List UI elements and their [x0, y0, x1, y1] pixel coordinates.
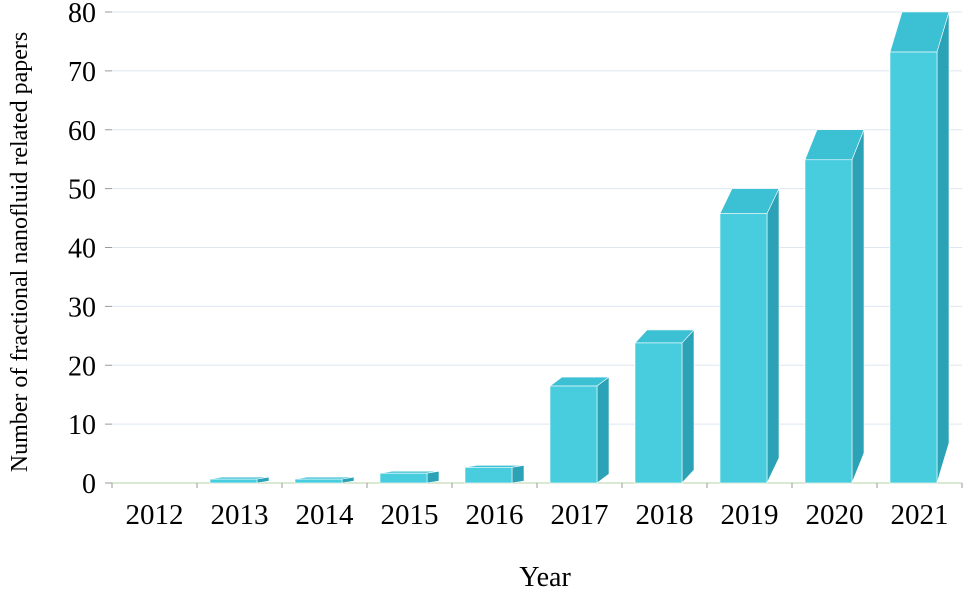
bar-side — [851, 129, 865, 484]
bar-front — [889, 51, 938, 484]
x-tick-label: 2012 — [126, 499, 184, 531]
y-tick-label: 20 — [68, 351, 96, 382]
bar-front — [209, 478, 258, 484]
y-tick-label: 60 — [68, 116, 96, 147]
x-tick-label: 2014 — [296, 499, 355, 531]
bar-side — [426, 470, 440, 484]
bar-front — [804, 159, 853, 484]
bar-front — [464, 467, 513, 484]
y-tick-label: 70 — [68, 57, 96, 88]
y-tick-label: 50 — [68, 175, 96, 206]
y-tick-label: 30 — [68, 292, 96, 323]
y-tick-label: 0 — [82, 469, 96, 500]
x-tick-label: 2021 — [891, 499, 949, 531]
bar-front — [379, 472, 428, 484]
bar-front — [634, 342, 683, 484]
x-tick-label: 2016 — [466, 499, 524, 531]
bar-side — [511, 464, 525, 484]
y-tick-label: 10 — [68, 410, 96, 441]
bar-side — [936, 11, 950, 484]
plot-area: 0 10 20 30 40 50 60 70 80 2012 2013 2014 2015 2016 201… — [68, 0, 963, 531]
x-tick-label: 2017 — [551, 499, 609, 531]
x-tick-label: 2013 — [211, 499, 269, 531]
bar-side — [596, 376, 610, 484]
y-axis-title: Number of fractional nanofluid related p… — [7, 32, 33, 472]
bar-side — [766, 188, 780, 484]
x-tick-label: 2020 — [806, 499, 864, 531]
y-tick-label: 80 — [68, 0, 96, 29]
bar-front — [294, 478, 343, 484]
bar-front — [719, 213, 768, 484]
x-axis-title: Year — [519, 562, 571, 593]
x-tick-label: 2015 — [381, 499, 439, 531]
x-tick-label: 2018 — [636, 499, 694, 531]
bar-side — [681, 329, 695, 484]
y-tick-label: 40 — [68, 234, 96, 265]
x-tick-label: 2019 — [721, 499, 779, 531]
bar-front — [549, 385, 598, 484]
